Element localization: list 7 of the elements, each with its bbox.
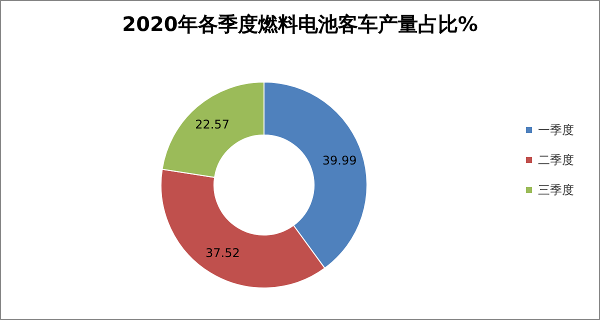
legend-label: 一季度 (538, 123, 574, 137)
legend-label: 三季度 (538, 183, 574, 197)
data-label: 22.57 (195, 118, 230, 132)
legend-label: 二季度 (538, 153, 574, 167)
data-label: 39.99 (322, 153, 357, 168)
data-label: 37.52 (205, 246, 240, 260)
chart-title: 2020年各季度燃料电池客车产量占比% (122, 12, 478, 36)
